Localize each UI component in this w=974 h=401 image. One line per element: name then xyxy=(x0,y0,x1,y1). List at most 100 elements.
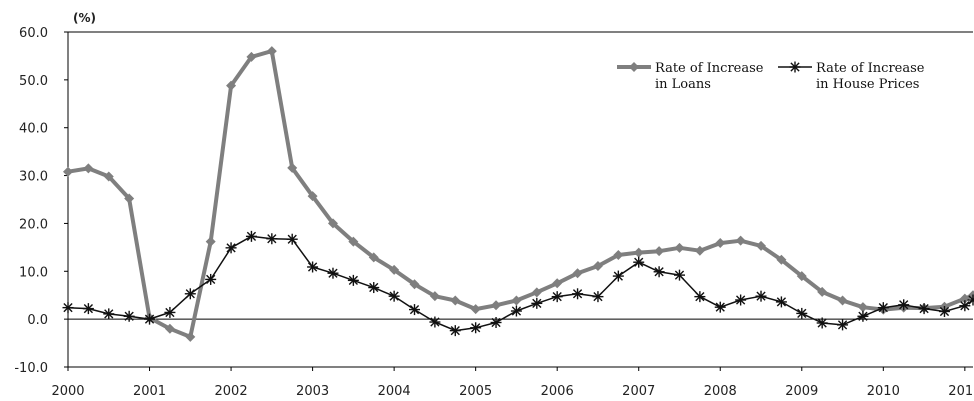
data-point xyxy=(103,171,114,182)
x-tick-label: 2006 xyxy=(541,384,574,399)
data-point xyxy=(286,233,298,245)
asterisk-stroke xyxy=(532,298,542,308)
data-point xyxy=(552,278,563,289)
data-point xyxy=(918,303,930,315)
y-tick-label: 40.0 xyxy=(19,122,48,137)
asterisk-stroke xyxy=(226,243,236,253)
data-point xyxy=(348,236,359,247)
data-point xyxy=(429,291,440,302)
asterisk-stroke xyxy=(267,234,277,244)
asterisk-stroke xyxy=(593,292,603,302)
data-point xyxy=(694,245,705,256)
data-point xyxy=(266,46,277,57)
asterisk-stroke xyxy=(960,301,970,311)
data-point xyxy=(63,166,73,177)
data-point xyxy=(633,247,644,258)
data-point xyxy=(82,303,94,315)
y-tick-label: 50.0 xyxy=(19,74,48,89)
data-point xyxy=(755,290,767,302)
data-point xyxy=(368,252,379,263)
y-tick-label: 0.0 xyxy=(27,313,48,328)
data-point xyxy=(225,242,237,254)
data-point xyxy=(449,325,461,337)
asterisk-stroke xyxy=(919,303,929,314)
data-point xyxy=(245,230,257,242)
data-point xyxy=(103,308,115,320)
y-tick-label: -10.0 xyxy=(14,361,48,376)
asterisk-stroke xyxy=(206,274,216,285)
asterisk-stroke xyxy=(185,289,195,299)
data-point xyxy=(205,236,216,247)
data-point xyxy=(185,331,196,342)
data-point xyxy=(510,305,522,317)
asterisk-stroke xyxy=(756,291,766,301)
data-point xyxy=(796,271,807,282)
data-point xyxy=(674,242,685,253)
data-point xyxy=(796,307,808,319)
x-tick-label: 2002 xyxy=(215,384,248,399)
asterisk-stroke xyxy=(471,323,481,333)
data-point xyxy=(287,162,298,173)
data-point xyxy=(756,240,767,251)
asterisk-stroke xyxy=(634,257,644,267)
data-point xyxy=(409,279,420,290)
data-point xyxy=(857,302,868,313)
data-point xyxy=(857,310,869,322)
asterisk-stroke xyxy=(939,306,950,317)
data-point xyxy=(307,191,318,202)
data-point xyxy=(470,304,481,315)
x-tick-label: 2004 xyxy=(378,384,411,399)
x-tick-label: 2010 xyxy=(867,384,900,399)
asterisk-stroke xyxy=(797,308,807,319)
data-point xyxy=(735,235,746,246)
data-point xyxy=(164,323,175,334)
asterisk-stroke xyxy=(287,234,297,244)
x-tick-label: 2003 xyxy=(296,384,329,399)
axes: (%) -10.0 0.0 10.0 20.0 30.0 40.0 50.0 60.0 2000 2… xyxy=(14,11,974,399)
data-point xyxy=(959,300,971,312)
data-point xyxy=(592,261,603,272)
legend-label: Rate of Increase xyxy=(655,61,764,76)
data-point xyxy=(938,305,950,317)
data-point xyxy=(775,296,787,308)
data-point xyxy=(653,266,665,278)
data-point xyxy=(389,264,400,275)
legend-swatch-marker xyxy=(629,62,639,72)
asterisk-stroke xyxy=(817,318,827,328)
data-point xyxy=(307,261,319,273)
x-tick-label: 2008 xyxy=(704,384,737,399)
asterisk-stroke xyxy=(858,311,868,321)
data-point xyxy=(816,317,828,329)
data-point xyxy=(226,80,237,91)
data-point xyxy=(714,301,726,313)
legend-swatch-marker xyxy=(789,61,801,73)
asterisk-stroke xyxy=(968,298,974,305)
asterisk-stroke xyxy=(491,317,501,328)
data-point xyxy=(633,256,645,268)
x-tick-label: 2011 xyxy=(948,384,974,399)
asterisk-stroke xyxy=(695,292,705,302)
legend-label: in Loans xyxy=(655,77,711,92)
series-loans xyxy=(63,46,974,342)
data-point xyxy=(592,291,604,303)
data-point xyxy=(817,286,828,297)
data-point xyxy=(83,163,94,174)
asterisk-stroke xyxy=(104,309,114,319)
data-point xyxy=(673,269,685,281)
data-point xyxy=(572,288,584,300)
asterisk-stroke xyxy=(165,307,175,318)
data-point xyxy=(62,302,74,314)
asterisk-stroke xyxy=(307,262,318,272)
asterisk-stroke xyxy=(878,303,888,313)
asterisk-stroke xyxy=(776,297,787,307)
data-point xyxy=(613,250,624,261)
x-tick-label: 2001 xyxy=(133,384,166,399)
asterisk-stroke xyxy=(613,271,623,281)
data-point xyxy=(898,299,910,311)
asterisk-stroke xyxy=(572,289,583,299)
data-point xyxy=(572,268,583,279)
data-point xyxy=(347,274,359,286)
